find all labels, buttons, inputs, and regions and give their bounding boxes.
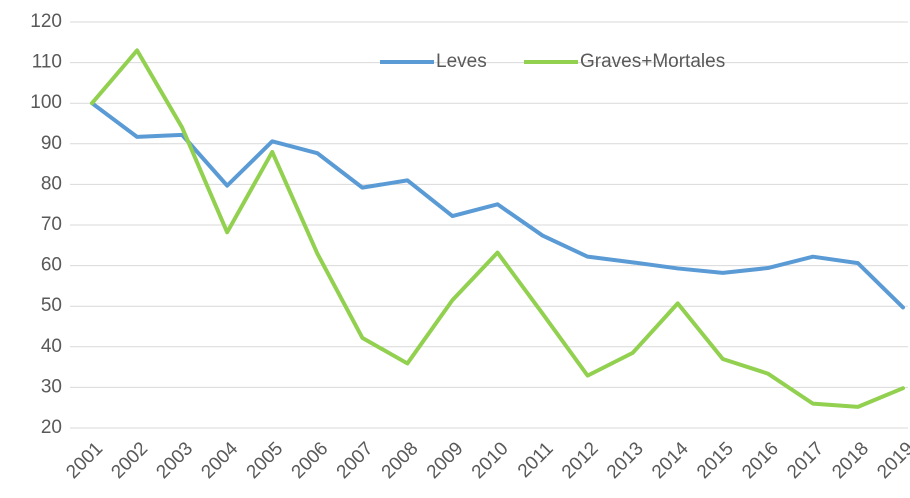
x-tick-label: 2005	[243, 438, 288, 483]
line-series	[90, 48, 905, 409]
x-tick-label: 2010	[468, 438, 513, 483]
y-tick-label: 90	[41, 133, 62, 154]
x-tick-label: 2009	[423, 438, 468, 483]
y-tick-label: 40	[41, 336, 62, 357]
y-tick-label: 60	[41, 255, 62, 276]
x-tick-label: 2003	[152, 438, 197, 483]
x-tick-label: 2007	[333, 438, 378, 483]
y-tick-label: 100	[30, 92, 62, 113]
y-tick-label: 120	[30, 11, 62, 32]
y-tick-label: 20	[41, 417, 62, 438]
legend-label: Graves+Mortales	[580, 51, 725, 72]
y-tick-label: 50	[41, 295, 62, 316]
x-tick-label: 2012	[558, 438, 603, 483]
x-tick-label: 2013	[603, 438, 648, 483]
y-tick-label: 110	[32, 52, 62, 73]
line-series	[90, 101, 905, 310]
x-tick-label: 2016	[738, 438, 783, 483]
x-tick-label: 2008	[378, 438, 423, 483]
y-tick-label: 70	[41, 214, 62, 235]
legend-label: Leves	[436, 51, 487, 72]
x-tick-label: 2014	[648, 438, 693, 483]
x-tick-label: 2019	[873, 438, 910, 483]
y-tick-label: 30	[41, 376, 62, 397]
x-tick-label: 2001	[62, 438, 107, 483]
x-tick-label: 2011	[514, 438, 558, 482]
y-tick-label: 80	[41, 173, 62, 194]
x-tick-label: 2017	[783, 438, 828, 483]
x-tick-label: 2015	[693, 438, 738, 483]
x-tick-label: 2006	[288, 438, 333, 483]
x-tick-label: 2018	[828, 438, 873, 483]
x-tick-label: 2002	[107, 438, 152, 483]
x-tick-label: 2004	[198, 438, 243, 483]
